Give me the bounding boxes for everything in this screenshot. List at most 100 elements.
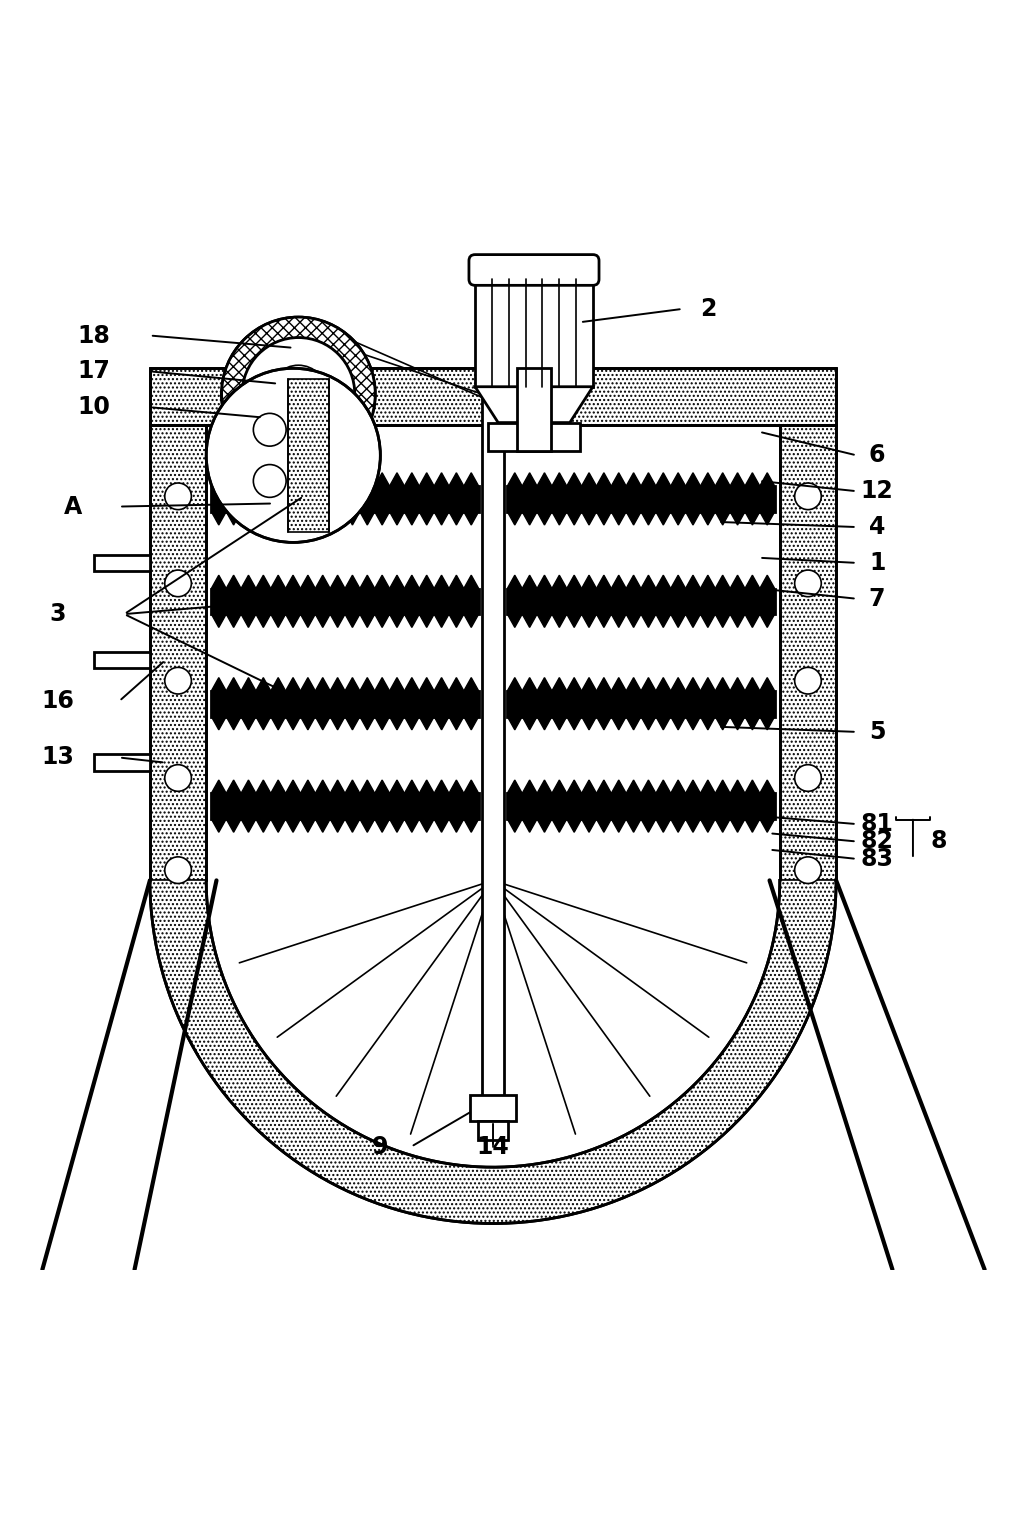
Polygon shape	[700, 473, 715, 486]
Polygon shape	[686, 780, 700, 794]
Circle shape	[795, 765, 822, 791]
Polygon shape	[641, 717, 656, 730]
Polygon shape	[405, 820, 419, 832]
Polygon shape	[464, 473, 479, 486]
Polygon shape	[226, 512, 241, 526]
Polygon shape	[359, 677, 375, 691]
Polygon shape	[476, 386, 593, 423]
Polygon shape	[567, 473, 581, 486]
Polygon shape	[212, 677, 226, 691]
Polygon shape	[730, 717, 745, 730]
Polygon shape	[760, 820, 774, 832]
Polygon shape	[301, 473, 315, 486]
Wedge shape	[222, 317, 375, 471]
Polygon shape	[464, 780, 479, 794]
Polygon shape	[641, 512, 656, 526]
Polygon shape	[700, 677, 715, 691]
Bar	[779, 424, 836, 880]
Polygon shape	[256, 512, 271, 526]
Polygon shape	[715, 614, 730, 627]
Bar	[212, 691, 479, 717]
Bar	[476, 279, 593, 386]
Polygon shape	[226, 473, 241, 486]
Text: 13: 13	[41, 745, 74, 770]
Polygon shape	[715, 576, 730, 588]
Polygon shape	[419, 512, 434, 526]
Polygon shape	[760, 717, 774, 730]
Text: 3: 3	[49, 601, 66, 626]
Polygon shape	[419, 820, 434, 832]
Text: 9: 9	[372, 1135, 388, 1159]
Polygon shape	[330, 473, 345, 486]
Polygon shape	[226, 820, 241, 832]
Polygon shape	[656, 677, 671, 691]
Polygon shape	[686, 473, 700, 486]
Polygon shape	[301, 677, 315, 691]
Polygon shape	[405, 576, 419, 588]
Polygon shape	[671, 614, 686, 627]
Polygon shape	[730, 614, 745, 627]
Polygon shape	[449, 576, 464, 588]
Polygon shape	[315, 677, 330, 691]
Polygon shape	[671, 780, 686, 794]
Polygon shape	[345, 780, 359, 794]
Polygon shape	[419, 473, 434, 486]
Polygon shape	[464, 512, 479, 526]
Polygon shape	[522, 717, 537, 730]
Polygon shape	[522, 677, 537, 691]
Polygon shape	[345, 614, 359, 627]
Polygon shape	[537, 820, 551, 832]
Polygon shape	[581, 576, 597, 588]
Polygon shape	[507, 677, 522, 691]
Polygon shape	[581, 780, 597, 794]
Polygon shape	[715, 512, 730, 526]
Polygon shape	[522, 780, 537, 794]
Polygon shape	[212, 576, 226, 588]
Polygon shape	[419, 717, 434, 730]
Circle shape	[164, 570, 191, 597]
Polygon shape	[537, 614, 551, 627]
Polygon shape	[271, 576, 286, 588]
Polygon shape	[745, 512, 760, 526]
Polygon shape	[760, 780, 774, 794]
Polygon shape	[434, 677, 449, 691]
Polygon shape	[715, 677, 730, 691]
Circle shape	[206, 368, 380, 542]
Polygon shape	[656, 780, 671, 794]
Polygon shape	[389, 576, 405, 588]
Polygon shape	[434, 820, 449, 832]
Polygon shape	[301, 614, 315, 627]
Polygon shape	[656, 576, 671, 588]
Polygon shape	[375, 614, 389, 627]
Bar	[517, 368, 551, 451]
Polygon shape	[241, 614, 256, 627]
Polygon shape	[375, 473, 389, 486]
Polygon shape	[597, 512, 611, 526]
Polygon shape	[389, 677, 405, 691]
Polygon shape	[345, 820, 359, 832]
Polygon shape	[330, 820, 345, 832]
Polygon shape	[715, 820, 730, 832]
Polygon shape	[656, 512, 671, 526]
Polygon shape	[581, 614, 597, 627]
Polygon shape	[256, 820, 271, 832]
Polygon shape	[567, 512, 581, 526]
Polygon shape	[330, 677, 345, 691]
Polygon shape	[330, 512, 345, 526]
Polygon shape	[419, 576, 434, 588]
Polygon shape	[449, 677, 464, 691]
Polygon shape	[389, 717, 405, 730]
Polygon shape	[551, 473, 567, 486]
Bar	[93, 754, 150, 771]
Polygon shape	[686, 717, 700, 730]
Polygon shape	[375, 717, 389, 730]
Circle shape	[795, 570, 822, 597]
Polygon shape	[256, 677, 271, 691]
Polygon shape	[507, 576, 522, 588]
Polygon shape	[449, 614, 464, 627]
Bar	[470, 1095, 516, 1121]
Polygon shape	[286, 473, 301, 486]
Polygon shape	[626, 820, 641, 832]
Circle shape	[164, 668, 191, 694]
Text: A: A	[64, 494, 82, 518]
